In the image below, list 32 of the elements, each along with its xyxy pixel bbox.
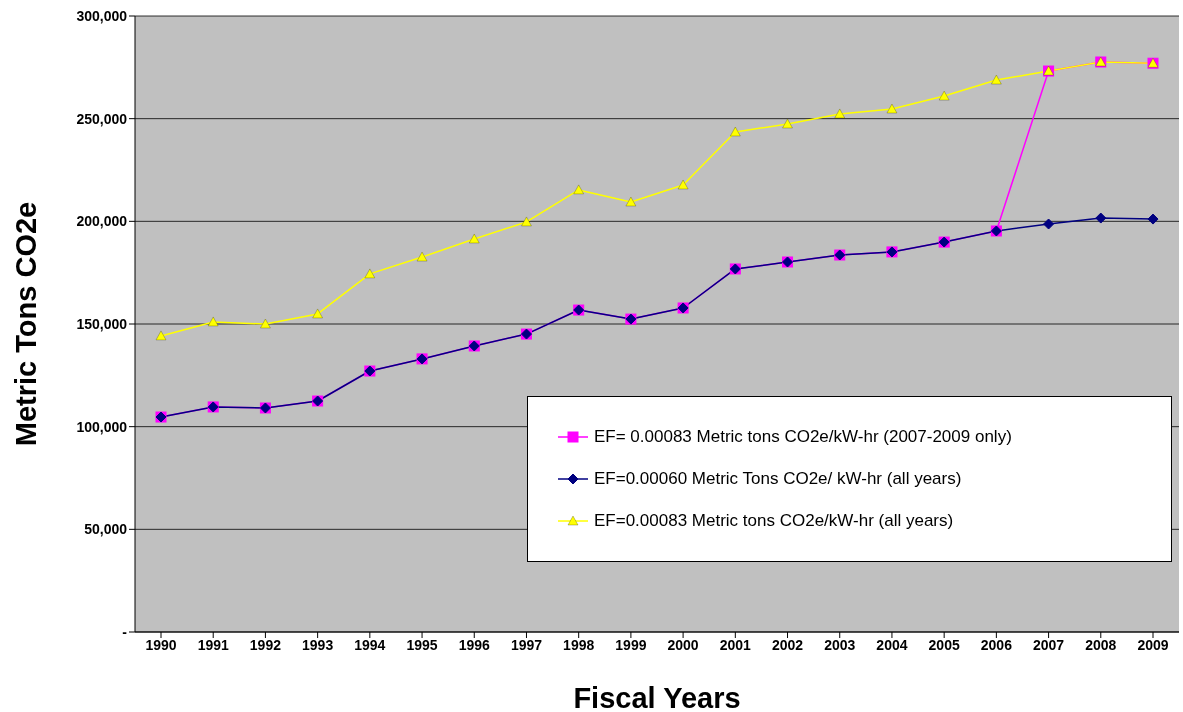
y-tick-label: 100,000 (76, 418, 128, 435)
x-tick-label: 1994 (354, 636, 386, 653)
y-tick-label: 150,000 (76, 315, 128, 332)
y-axis-title: Metric Tons CO2e (10, 201, 43, 447)
x-tick-label: 1991 (197, 636, 229, 653)
x-tick-label: 2000 (667, 636, 699, 653)
legend-label: EF=0.00083 Metric tons CO2e/kW-hr (all years) (594, 511, 954, 531)
x-tick-label: 1998 (563, 636, 595, 653)
y-tick-label: 50,000 (84, 521, 128, 538)
x-tick-label: 1993 (302, 636, 334, 653)
x-tick-label: 1995 (406, 636, 438, 653)
x-tick-label: 2001 (719, 636, 752, 653)
x-tick-label: 1996 (458, 636, 491, 653)
x-tick-label: 2004 (876, 636, 908, 653)
x-axis-title: Fiscal Years (573, 682, 741, 712)
legend-label: EF= 0.00083 Metric tons CO2e/kW-hr (2007-2009 only) (594, 427, 1012, 447)
x-tick-label: 2007 (1033, 636, 1065, 653)
x-tick-label: 1999 (615, 636, 647, 653)
x-tick-label: 1997 (510, 636, 543, 653)
x-tick-label: 2003 (824, 636, 856, 653)
x-tick-label: 2009 (1137, 636, 1169, 653)
x-tick-label: 1990 (145, 636, 177, 653)
y-tick-label: 250,000 (76, 110, 128, 127)
x-tick-label: 2006 (980, 636, 1013, 653)
y-tick-label: - (122, 623, 128, 640)
x-tick-label: 2008 (1085, 636, 1117, 653)
x-tick-label: 2005 (928, 636, 960, 653)
x-tick-label: 1992 (249, 636, 282, 653)
y-tick-label: 200,000 (76, 213, 128, 230)
legend-label: EF=0.00060 Metric Tons CO2e/ kW-hr (all years) (594, 469, 962, 489)
y-tick-label: 300,000 (76, 7, 128, 24)
x-tick-label: 2002 (771, 636, 804, 653)
